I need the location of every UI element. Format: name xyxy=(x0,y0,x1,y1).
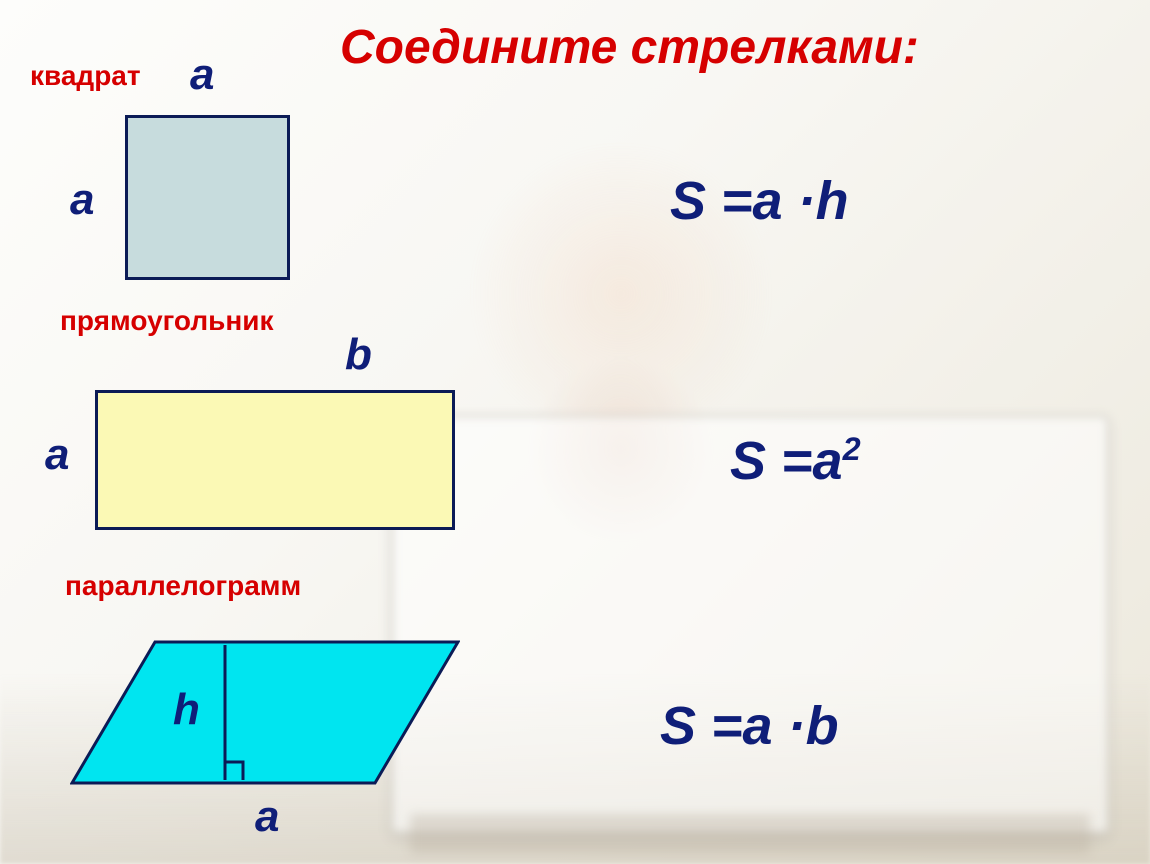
slide-content: Соедините стрелками: квадрат a a прямоуг… xyxy=(0,0,1150,864)
square-side-top: a xyxy=(190,50,214,100)
square-side-left: a xyxy=(70,175,94,225)
formula-a2: S =a2 xyxy=(730,430,861,492)
square-label: квадрат xyxy=(30,60,141,92)
rectangle-side-top: b xyxy=(345,330,372,380)
formula-a2-base: S =a xyxy=(730,431,843,491)
rectangle-label: прямоугольник xyxy=(60,305,273,337)
parallelogram-label: параллелограмм xyxy=(65,570,301,602)
rectangle-side-left: a xyxy=(45,430,69,480)
parallelogram-base-label: a xyxy=(255,792,279,842)
rectangle-shape xyxy=(95,390,455,530)
parallelogram-shape xyxy=(70,640,460,785)
parallelogram-height-label: h xyxy=(173,685,200,735)
formula-a2-exp: 2 xyxy=(843,431,861,467)
formula-ab: S =a ·b xyxy=(660,695,839,757)
square-shape xyxy=(125,115,290,280)
formula-ah: S =a ·h xyxy=(670,170,849,232)
slide-title: Соедините стрелками: xyxy=(340,20,919,75)
